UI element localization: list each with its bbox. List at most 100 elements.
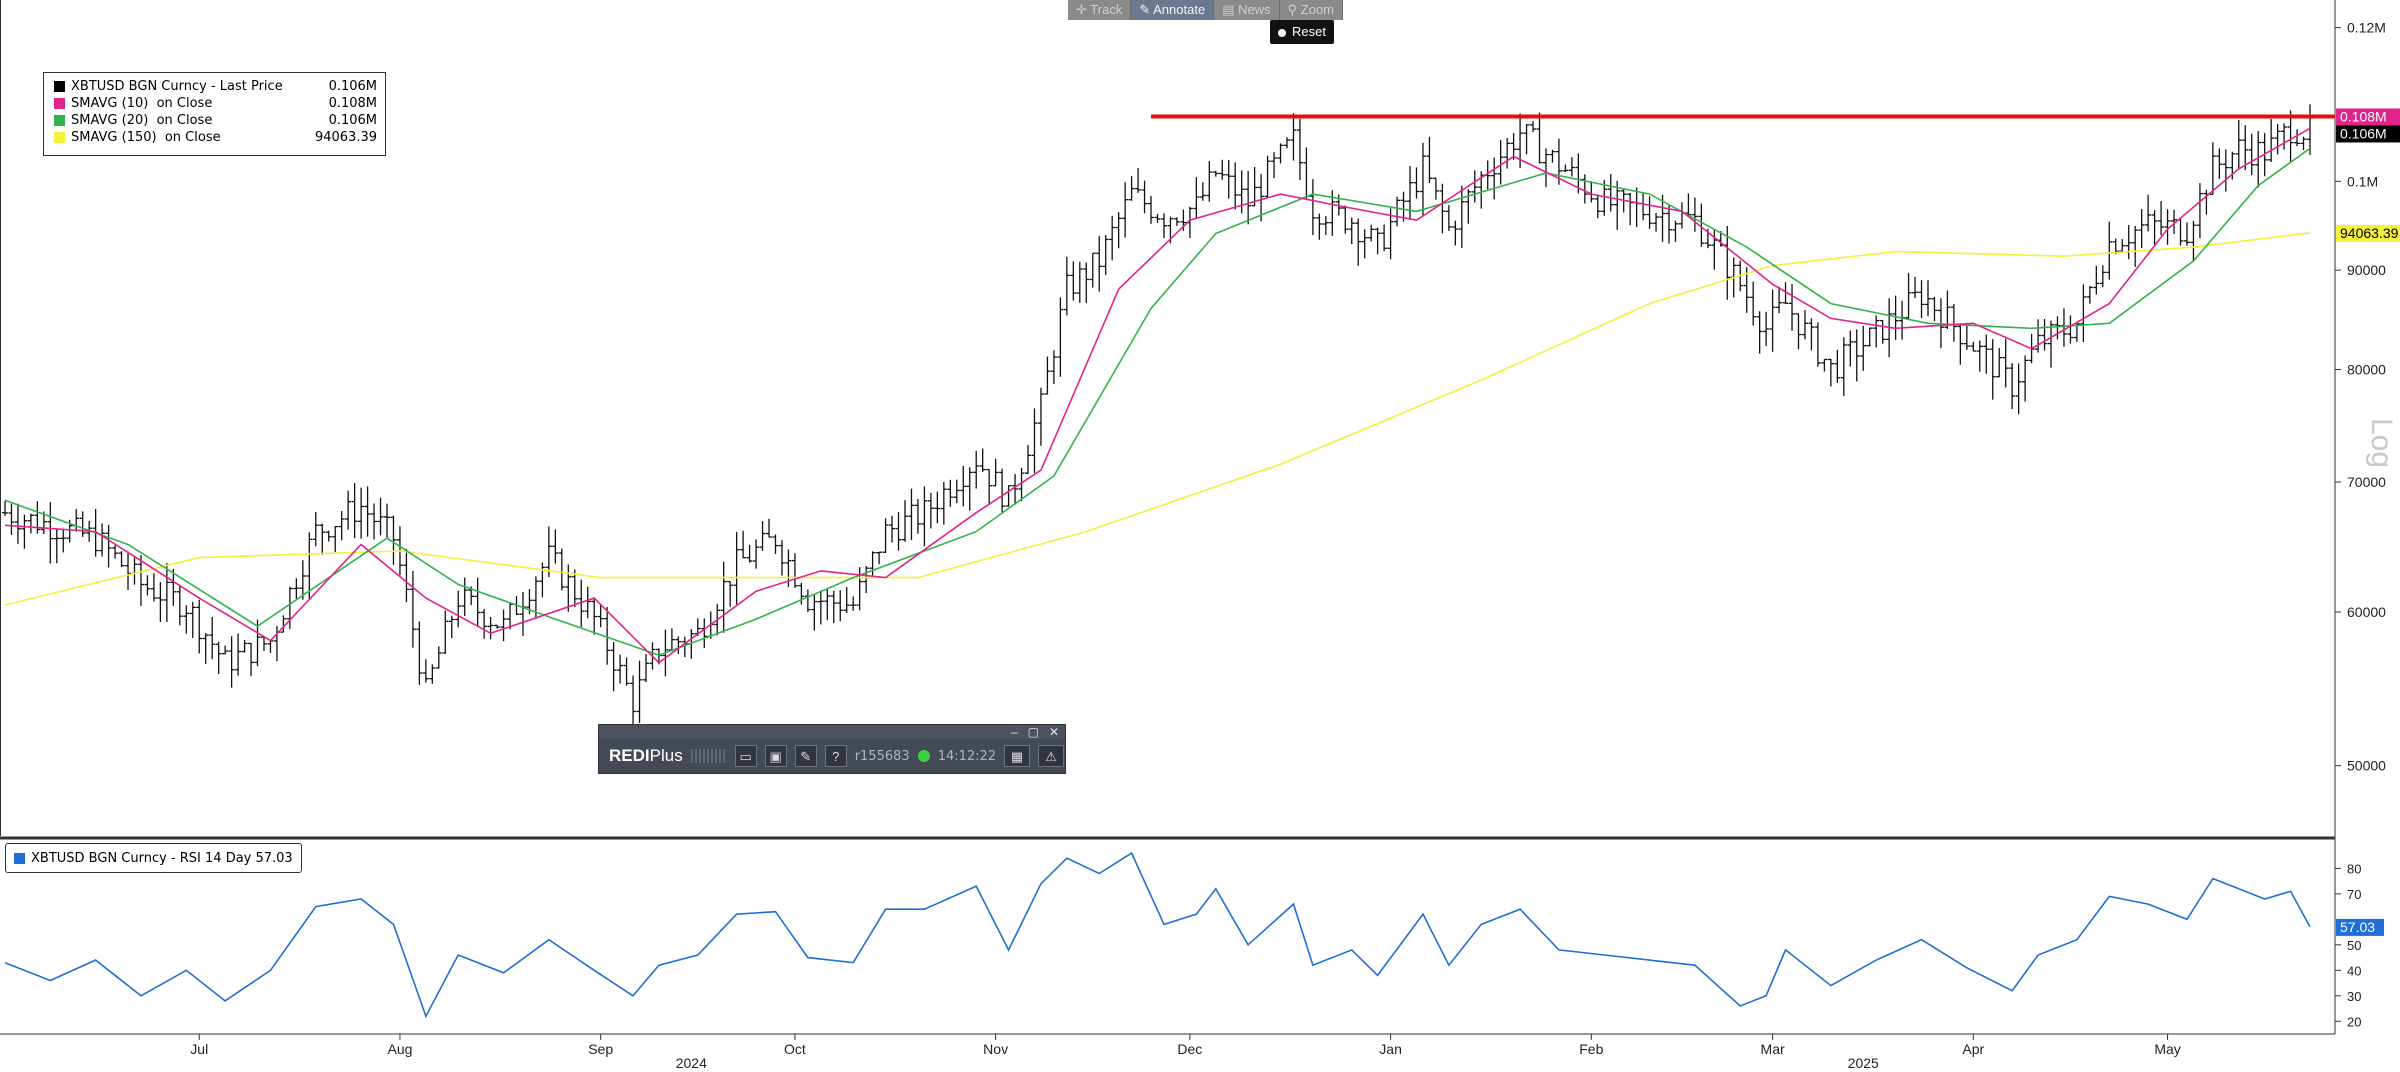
price-bar	[235, 633, 242, 676]
price-bar	[1963, 324, 1970, 350]
price-bar	[979, 448, 986, 472]
price-bar	[960, 465, 967, 507]
price-bar	[1096, 235, 1103, 292]
price-bar	[1141, 180, 1148, 214]
legend-value: 0.108M	[328, 96, 377, 111]
price-bar	[1076, 261, 1083, 303]
sma20-line	[4, 147, 2311, 657]
price-bar	[293, 578, 300, 600]
folder-icon[interactable]: ▭	[734, 745, 757, 767]
price-bar	[53, 529, 60, 564]
legend-row-sma20: SMAVG (20) on Close 0.106M	[52, 112, 377, 129]
price-bar	[701, 618, 708, 648]
price-bar	[1057, 297, 1064, 377]
rsi-axis-tick-label: 30	[2347, 989, 2361, 1004]
price-bar	[1005, 485, 1012, 507]
redi-window-controls: – ▢ ✕	[599, 725, 1065, 739]
legend-name: SMAVG (20) on Close	[71, 113, 213, 128]
monitor-icon[interactable]: ▣	[764, 745, 787, 767]
price-bar	[1756, 311, 1763, 354]
rsi-legend[interactable]: XBTUSD BGN Curncy - RSI 14 Day 57.03	[5, 843, 302, 873]
price-axis-tick-label: 80000	[2347, 361, 2386, 377]
restore-icon[interactable]: ▢	[1027, 725, 1039, 739]
price-bar	[992, 458, 999, 487]
sma10-line	[4, 127, 2311, 664]
redi-plus-toolbar[interactable]: – ▢ ✕ REDIPlus ▭ ▣ ✎ ? r155683 14:12:22 …	[598, 724, 1066, 774]
price-bar	[1037, 387, 1044, 446]
price-bar	[34, 501, 41, 534]
price-bar	[778, 540, 785, 576]
price-bar	[131, 557, 138, 585]
last-value-tag-bg	[2336, 108, 2400, 126]
price-bar	[1918, 280, 1925, 319]
price-bar	[539, 562, 546, 598]
price-bar	[798, 582, 805, 605]
price-bar	[228, 636, 235, 688]
price-legend[interactable]: XBTUSD BGN Curncy - Last Price 0.106M SM…	[43, 72, 386, 156]
price-bar	[1970, 341, 1977, 352]
price-bar	[1530, 121, 1537, 133]
rsi-legend-swatch	[14, 852, 25, 864]
month-label: Jan	[1379, 1041, 1402, 1057]
price-bar	[1892, 295, 1899, 340]
price-bar	[40, 511, 47, 534]
price-bar	[137, 555, 144, 606]
price-bar	[753, 539, 760, 569]
price-bar	[1750, 281, 1757, 326]
price-bar	[21, 514, 28, 549]
price-bar	[2196, 183, 2203, 239]
price-bar	[1439, 183, 1446, 234]
price-bar	[267, 639, 274, 653]
month-label: Dec	[1177, 1041, 1202, 1057]
zoom-button[interactable]: ⚲ Zoom	[1279, 0, 1344, 20]
price-bar	[2164, 209, 2171, 245]
news-label: News	[1238, 2, 1271, 17]
price-bar	[1555, 138, 1562, 185]
price-bar	[2158, 201, 2165, 236]
price-bar	[306, 532, 313, 600]
price-bar	[2268, 118, 2275, 162]
price-axis-tick-label: 0.12M	[2347, 20, 2386, 36]
annotate-button[interactable]: ✎ Annotate	[1131, 0, 1215, 20]
rsi-axis-tick-label: 70	[2347, 887, 2361, 902]
price-bar	[176, 584, 183, 626]
price-bar	[863, 566, 870, 594]
price-bar	[196, 599, 203, 654]
price-bar	[1206, 161, 1213, 202]
close-icon[interactable]: ✕	[1048, 725, 1059, 739]
help-icon[interactable]: ?	[824, 745, 847, 767]
price-bar	[422, 659, 429, 683]
price-bar	[869, 551, 876, 579]
price-bar	[1672, 220, 1679, 242]
price-bar	[2132, 225, 2139, 267]
price-bar	[2106, 221, 2113, 280]
price-bar	[1361, 229, 1368, 259]
legend-value: 0.106M	[328, 113, 377, 128]
price-bar	[558, 548, 565, 591]
price-axis-tick-label: 50000	[2347, 758, 2386, 774]
price-bar	[1238, 170, 1245, 214]
price-bar	[1614, 180, 1621, 230]
minimize-icon[interactable]: –	[1010, 725, 1018, 739]
grid-menu-icon[interactable]: ▦	[1004, 745, 1031, 767]
rsi-axis-tick-label: 50	[2347, 938, 2361, 953]
price-bar	[740, 530, 747, 559]
news-button[interactable]: ▤ News	[1214, 0, 1280, 20]
price-bar	[1931, 296, 1938, 322]
price-bar	[1601, 179, 1608, 216]
price-bar	[1640, 192, 1647, 221]
drag-grip-icon[interactable]	[690, 749, 727, 763]
reset-button[interactable]: Reset	[1270, 20, 1334, 44]
rsi-last-value-label: 57.03	[2340, 919, 2375, 935]
alert-menu-icon[interactable]: ⚠	[1038, 745, 1065, 767]
price-bar	[1245, 171, 1252, 225]
track-button[interactable]: ✛ Track	[1068, 0, 1132, 20]
price-bar	[429, 664, 436, 684]
wrench-icon[interactable]: ✎	[794, 745, 817, 767]
price-bar	[1814, 322, 1821, 367]
price-bar	[571, 569, 578, 607]
month-label: Jul	[190, 1041, 208, 1057]
price-bar	[1296, 118, 1303, 181]
price-bar	[966, 467, 973, 511]
